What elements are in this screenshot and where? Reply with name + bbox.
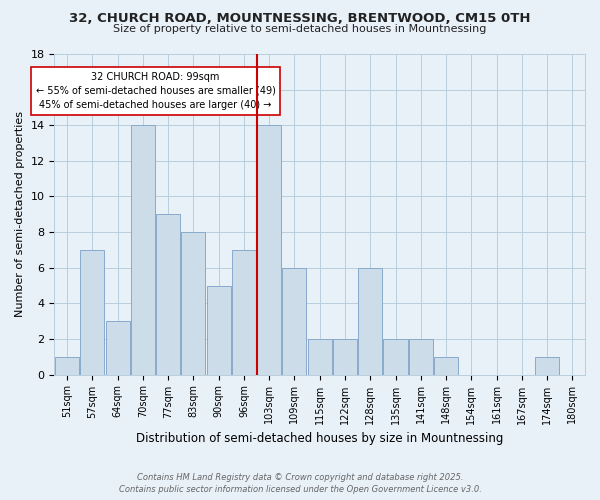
Bar — [55, 357, 79, 374]
Bar — [206, 286, 230, 374]
Bar — [535, 357, 559, 374]
Bar — [383, 339, 407, 374]
Text: Contains HM Land Registry data © Crown copyright and database right 2025.
Contai: Contains HM Land Registry data © Crown c… — [119, 472, 481, 494]
Text: 32, CHURCH ROAD, MOUNTNESSING, BRENTWOOD, CM15 0TH: 32, CHURCH ROAD, MOUNTNESSING, BRENTWOOD… — [69, 12, 531, 26]
X-axis label: Distribution of semi-detached houses by size in Mountnessing: Distribution of semi-detached houses by … — [136, 432, 503, 445]
Y-axis label: Number of semi-detached properties: Number of semi-detached properties — [15, 112, 25, 318]
Bar — [358, 268, 382, 374]
Bar — [434, 357, 458, 374]
Bar — [257, 125, 281, 374]
Bar — [106, 321, 130, 374]
Bar — [333, 339, 357, 374]
Bar — [181, 232, 205, 374]
Bar — [232, 250, 256, 374]
Bar — [283, 268, 307, 374]
Bar — [308, 339, 332, 374]
Bar — [156, 214, 180, 374]
Bar — [80, 250, 104, 374]
Bar — [131, 125, 155, 374]
Text: Size of property relative to semi-detached houses in Mountnessing: Size of property relative to semi-detach… — [113, 24, 487, 34]
Bar — [409, 339, 433, 374]
Text: 32 CHURCH ROAD: 99sqm
← 55% of semi-detached houses are smaller (49)
45% of semi: 32 CHURCH ROAD: 99sqm ← 55% of semi-deta… — [35, 72, 275, 110]
